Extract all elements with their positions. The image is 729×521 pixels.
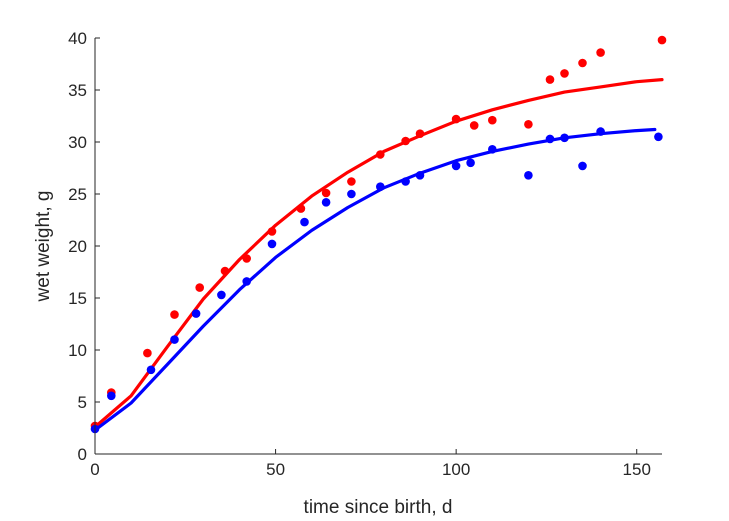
data-point [596,127,605,136]
data-point [451,114,461,124]
x-tick-label: 50 [266,460,285,479]
data-point [321,188,331,198]
data-point [488,145,497,154]
data-point [401,177,410,186]
y-tick-label: 40 [68,29,87,48]
data-point [143,348,152,358]
data-point [191,309,201,318]
x-tick-label: 100 [442,460,470,479]
data-point [657,35,667,45]
y-tick-label: 5 [78,393,87,412]
series-layer [90,35,667,434]
data-point [267,227,277,236]
data-point [545,134,555,144]
data-point [170,335,179,344]
data-point [578,58,587,68]
data-point [296,204,306,213]
data-point [300,217,309,227]
data-point [560,133,569,143]
plot-area [95,38,662,454]
data-point [376,182,385,191]
data-point [267,239,277,249]
data-point [376,150,385,159]
y-ticks: 0 5 10 15 20 25 30 35 40 [68,29,100,464]
data-point [524,120,533,129]
y-tick-label: 20 [68,237,87,256]
data-point [401,136,410,146]
y-tick-label: 25 [68,185,87,204]
x-tick-label: 0 [90,460,99,479]
plot-background [95,38,662,454]
data-point [220,266,230,276]
data-point [347,189,356,199]
x-tick-label: 150 [623,460,651,479]
data-point [415,129,425,138]
x-ticks: 0 50 100 150 [90,449,651,479]
y-tick-label: 30 [68,133,87,152]
data-point [488,115,497,125]
y-tick-label: 0 [78,445,87,464]
series-2 [90,127,663,434]
data-point [242,277,251,286]
data-point [107,391,116,401]
data-point [654,132,663,142]
y-tick-label: 15 [68,289,87,308]
data-point [451,161,461,171]
data-point [560,69,569,78]
fit-curve [93,78,664,429]
data-point [321,198,331,207]
data-point [146,365,156,375]
y-tick-label: 10 [68,341,87,360]
data-point [195,283,204,292]
data-point [578,161,587,171]
data-point [524,171,533,180]
data-point [596,48,605,57]
data-point [469,121,479,130]
x-axis-label: time since birth, d [304,497,453,518]
y-axis-label: wet weight, g [33,191,54,303]
data-point [415,171,425,180]
series-1 [90,35,667,431]
data-point [170,310,179,319]
data-point [347,177,356,186]
data-point [242,254,251,263]
y-tick-label: 35 [68,81,87,100]
data-point [217,290,226,300]
data-point [466,158,475,168]
data-point [545,75,555,84]
